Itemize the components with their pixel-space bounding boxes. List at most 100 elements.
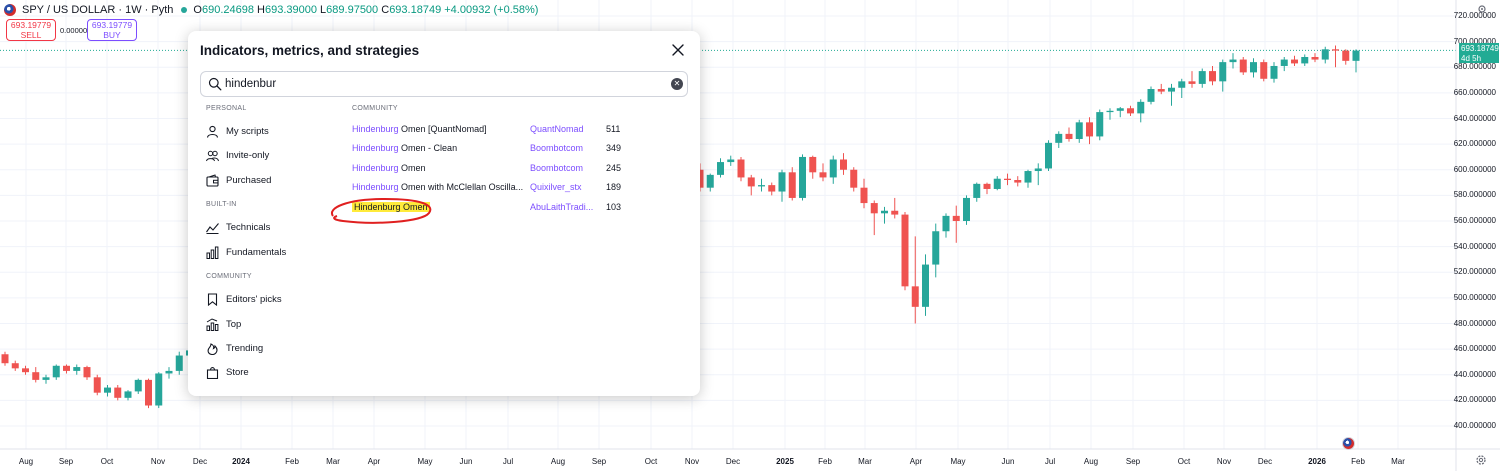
sidebar-item-label: My scripts (226, 125, 269, 137)
candle-body (768, 185, 776, 192)
price-tick-label: 700.000000 (1453, 36, 1496, 46)
high-value: 693.39000 (264, 4, 317, 16)
candle-body (1137, 101, 1145, 114)
change-value: +4.00932 (+0.58%) (444, 4, 539, 16)
candle-body (1, 354, 9, 364)
symbol-legend: SPY / US DOLLAR · 1W · Pyth O690.24698 H… (4, 4, 538, 16)
candle-body (870, 203, 878, 214)
sidebar-item-trending[interactable]: Trending (206, 338, 336, 358)
sidebar-item-editors-picks[interactable]: Editors' picks (206, 289, 336, 309)
candle-body (788, 172, 796, 198)
candle-body (891, 210, 899, 215)
result-count: 349 (606, 143, 622, 153)
candle-body (73, 367, 81, 371)
bar-countdown: 4d 5h (1461, 53, 1482, 63)
candle-body (1291, 59, 1298, 64)
candle-body (963, 197, 970, 221)
candle-body (145, 379, 152, 406)
technicals-icon (206, 222, 219, 234)
sidebar-item-purchased[interactable]: Purchased (206, 170, 336, 190)
sidebar-item-technicals[interactable]: Technicals (206, 217, 336, 237)
candle-body (165, 370, 173, 374)
candle-body (1342, 50, 1350, 61)
candle-body (696, 169, 704, 188)
buy-label: BUY (103, 29, 121, 40)
candle-body (819, 172, 827, 178)
candle-body (983, 183, 991, 189)
candle-body (1034, 168, 1042, 172)
result-name: Hindenburg Omen [QuantNomad] (352, 124, 487, 134)
result-name: Hindenburg Omen (352, 202, 430, 212)
candle-body (901, 214, 909, 287)
candle-body (1301, 57, 1309, 64)
candle-body (737, 159, 745, 178)
time-tick-label: Mar (858, 457, 872, 466)
candle-body (155, 373, 163, 406)
candle-body (63, 365, 70, 371)
gear-icon[interactable] (1475, 454, 1487, 466)
time-tick-label: Sep (591, 457, 607, 466)
flame-icon (207, 342, 218, 355)
price-tick-label: 440.000000 (1453, 369, 1496, 379)
price-tick-label: 580.000000 (1453, 190, 1496, 200)
result-name: Hindenburg Omen (352, 163, 426, 173)
time-tick-label: May (417, 457, 433, 466)
candle-body (1219, 62, 1227, 82)
indicators-dialog: Indicators, metrics, and strategies ✕ PE… (188, 31, 700, 396)
price-tick-label: 720.000000 (1453, 11, 1496, 20)
result-row[interactable]: Hindenburg Omen [QuantNomad] QuantNomad … (352, 121, 692, 139)
result-row[interactable]: Hindenburg Omen with McClellan Oscilla..… (352, 179, 692, 197)
candle-body (922, 264, 929, 307)
red-circle-annotation (330, 197, 432, 224)
time-tick-label: Feb (1351, 457, 1365, 466)
search-icon (208, 77, 222, 91)
sidebar-item-fundamentals[interactable]: Fundamentals (206, 242, 336, 262)
time-tick-label: Aug (1083, 457, 1099, 466)
candle-body (1178, 81, 1186, 88)
candle-body (42, 377, 50, 380)
time-tick-label: Sep (1125, 457, 1141, 466)
price-tick-label: 500.000000 (1453, 292, 1496, 302)
symbol-title[interactable]: SPY / US DOLLAR · 1W · Pyth (22, 4, 174, 16)
candle-body (1086, 122, 1093, 137)
candle-body (83, 367, 91, 378)
time-tick-label: Apr (909, 457, 923, 466)
ohlc-values: O690.24698 H693.39000 L689.97500 C693.18… (193, 4, 539, 16)
search-input[interactable] (225, 74, 655, 94)
candle-body (93, 377, 101, 393)
candle-body (1321, 49, 1329, 60)
close-icon[interactable] (670, 42, 686, 58)
candle-body (860, 187, 868, 204)
candle-body (1065, 133, 1073, 139)
candle-body (727, 159, 735, 163)
sidebar-item-store[interactable]: Store (206, 362, 336, 382)
close-value: 693.18749 (389, 4, 442, 16)
result-name: Hindenburg Omen - Clean (352, 143, 458, 153)
buy-button[interactable]: 693.19779 BUY (87, 19, 137, 41)
candle-body (1147, 89, 1155, 102)
price-tick-label: 640.000000 (1453, 113, 1496, 123)
chart-settings-icon[interactable] (1476, 3, 1488, 15)
candle-body (1014, 180, 1022, 183)
sidebar-item-my-scripts[interactable]: My scripts (206, 121, 336, 141)
candle-body (22, 368, 29, 373)
economic-event-icon[interactable] (1342, 437, 1355, 450)
sidebar-item-invite-only[interactable]: Invite-only (206, 145, 336, 165)
candle-body (973, 183, 981, 198)
candle-body (175, 355, 183, 371)
search-box[interactable]: ✕ (200, 71, 688, 97)
result-row[interactable]: Hindenburg Omen Boombotcom 245 (352, 160, 692, 178)
result-count: 189 (606, 182, 622, 192)
low-value: 689.97500 (326, 4, 379, 16)
sidebar-item-top[interactable]: Top (206, 314, 336, 334)
sell-button[interactable]: 693.19779 SELL (6, 19, 56, 41)
price-tick-label: 400.000000 (1453, 421, 1496, 430)
clear-search-icon[interactable]: ✕ (671, 78, 683, 90)
top-chart-icon (206, 317, 219, 331)
users-icon (206, 150, 219, 161)
result-row[interactable]: Hindenburg Omen - Clean Boombotcom 349 (352, 140, 692, 158)
price-tick-label: 680.000000 (1453, 62, 1496, 72)
candle-body (124, 391, 132, 398)
result-row-highlighted[interactable]: Hindenburg Omen AbuLaithTradi... 103 (352, 199, 692, 217)
shopping-bag-icon (206, 366, 219, 379)
